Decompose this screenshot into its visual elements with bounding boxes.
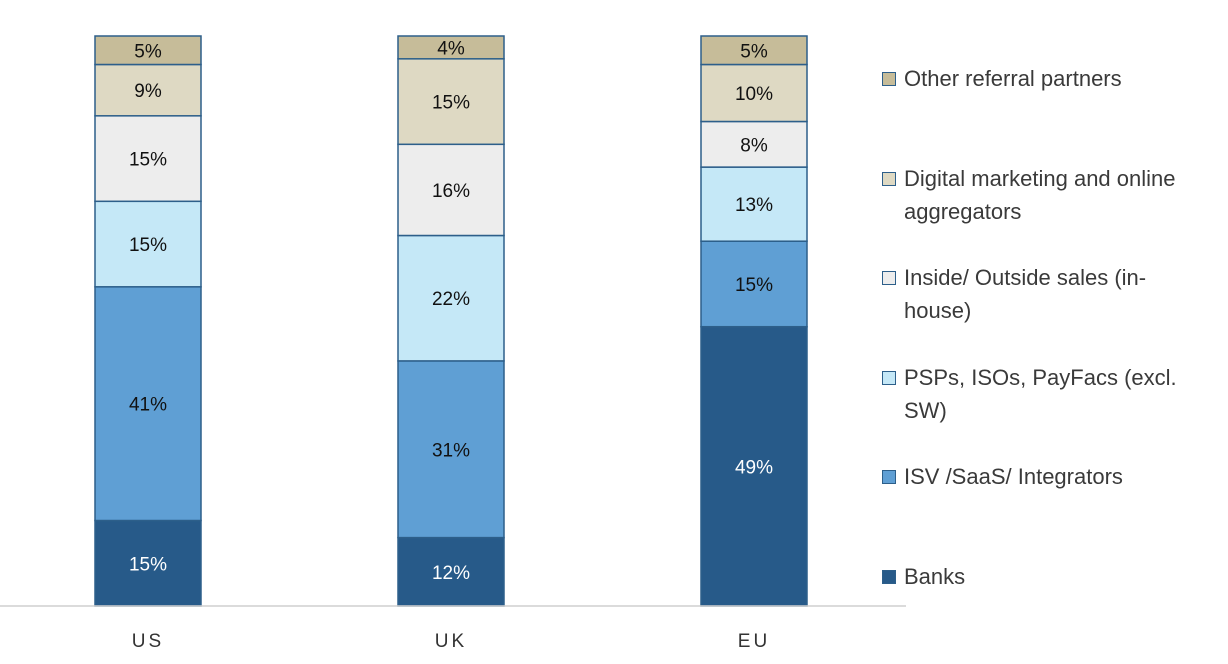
bar-segment-uk-1 <box>397 360 505 539</box>
bar-segment-us-1 <box>94 286 202 522</box>
bar-segment-eu-3 <box>700 120 808 168</box>
category-label-uk: UK <box>435 631 467 652</box>
bar-segment-eu-4 <box>700 63 808 123</box>
category-labels-group: US UK EU <box>132 631 770 652</box>
legend-swatch-icon <box>882 470 896 484</box>
legend-item-inside-outside-sales: Inside/ Outside sales (in- house) <box>882 265 1222 327</box>
legend-label: Digital marketing and online <box>904 166 1176 191</box>
legend-label: Other referral partners <box>904 66 1122 91</box>
legend-item-other-referral-partners: Other referral partners <box>882 66 1222 95</box>
bar-segment-us-3 <box>94 115 202 203</box>
bar-segment-uk-2 <box>397 234 505 362</box>
data-label-uk-2: 22% <box>432 289 470 310</box>
legend-item-banks: Banks <box>882 564 1222 593</box>
data-label-us-1: 41% <box>129 395 167 416</box>
legend-label: Inside/ Outside sales (in- <box>904 265 1147 290</box>
legend-label: ISV /SaaS/ Integrators <box>904 464 1123 489</box>
legend-swatch-icon <box>882 172 896 186</box>
legend: Other referral partners Digital marketin… <box>882 0 1222 664</box>
legend-item-digital-marketing: Digital marketing and online aggregators <box>882 166 1222 228</box>
bar-segment-uk-5 <box>397 35 505 60</box>
bar-segment-eu-2 <box>700 166 808 242</box>
data-label-eu-3: 8% <box>740 135 768 156</box>
bar-segment-eu-1 <box>700 240 808 328</box>
category-label-eu: EU <box>738 631 770 652</box>
legend-swatch-icon <box>882 72 896 86</box>
data-label-uk-5: 4% <box>437 38 465 59</box>
data-labels-group: 15% 41% 15% 15% 9% 5% 12% 31% 22% 16% 15% 4% 49% 15% 1… <box>129 38 773 583</box>
legend-item-isv-saas-integrators: ISV /SaaS/ Integrators <box>882 464 1222 493</box>
data-label-uk-1: 31% <box>432 440 470 461</box>
data-label-us-0: 15% <box>129 554 167 575</box>
legend-item-psps-isos-payfacs: PSPs, ISOs, PayFacs (excl. SW) <box>882 365 1222 427</box>
bar-segment-us-0 <box>94 519 202 607</box>
legend-swatch-icon <box>882 371 896 385</box>
data-label-eu-0: 49% <box>735 457 773 478</box>
legend-label: PSPs, ISOs, PayFacs (excl. <box>904 365 1177 390</box>
legend-swatch-icon <box>882 271 896 285</box>
bar-segment-us-4 <box>94 63 202 117</box>
bar-segment-eu-5 <box>700 35 808 66</box>
data-label-us-5: 5% <box>134 41 162 62</box>
bar-segment-uk-3 <box>397 143 505 237</box>
bar-segment-us-5 <box>94 35 202 66</box>
legend-label-continued: house) <box>904 298 972 323</box>
data-label-eu-2: 13% <box>735 195 773 216</box>
bar-segment-uk-4 <box>397 58 505 146</box>
legend-label: Banks <box>904 564 966 589</box>
data-label-uk-4: 15% <box>432 93 470 114</box>
category-label-us: US <box>132 631 164 652</box>
legend-label-continued: aggregators <box>904 199 1022 224</box>
data-label-us-2: 15% <box>129 235 167 256</box>
legend-label-continued: SW) <box>904 398 947 423</box>
data-label-us-3: 15% <box>129 150 167 171</box>
data-label-uk-0: 12% <box>432 563 470 584</box>
bars-group <box>94 35 808 607</box>
data-label-eu-4: 10% <box>735 84 773 105</box>
data-label-us-4: 9% <box>134 81 162 102</box>
data-label-uk-3: 16% <box>432 181 470 202</box>
data-label-eu-1: 15% <box>735 275 773 296</box>
bar-segment-eu-0 <box>700 325 808 607</box>
data-label-eu-5: 5% <box>740 41 768 62</box>
legend-swatch-icon <box>882 570 896 584</box>
